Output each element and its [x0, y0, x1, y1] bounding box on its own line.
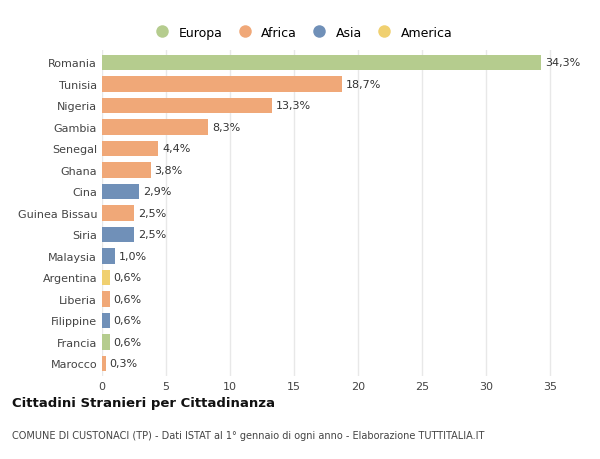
Bar — [102, 120, 208, 135]
Text: 1,0%: 1,0% — [119, 252, 147, 261]
Text: 4,4%: 4,4% — [162, 144, 191, 154]
Bar — [102, 141, 158, 157]
Text: 8,3%: 8,3% — [212, 123, 241, 133]
Text: 2,5%: 2,5% — [138, 208, 166, 218]
Text: 13,3%: 13,3% — [276, 101, 311, 111]
Text: 0,6%: 0,6% — [113, 337, 142, 347]
Text: 2,5%: 2,5% — [138, 230, 166, 240]
Bar — [102, 184, 139, 200]
Text: 0,3%: 0,3% — [110, 358, 138, 369]
Text: 3,8%: 3,8% — [155, 166, 183, 175]
Text: Cittadini Stranieri per Cittadinanza: Cittadini Stranieri per Cittadinanza — [12, 396, 275, 409]
Bar — [102, 270, 110, 285]
Bar — [102, 249, 115, 264]
Text: 0,6%: 0,6% — [113, 294, 142, 304]
Bar — [102, 163, 151, 178]
Legend: Europa, Africa, Asia, America: Europa, Africa, Asia, America — [147, 24, 455, 42]
Text: COMUNE DI CUSTONACI (TP) - Dati ISTAT al 1° gennaio di ogni anno - Elaborazione : COMUNE DI CUSTONACI (TP) - Dati ISTAT al… — [12, 431, 484, 440]
Bar — [102, 227, 134, 243]
Text: 0,6%: 0,6% — [113, 273, 142, 283]
Bar — [102, 313, 110, 328]
Bar — [102, 334, 110, 350]
Bar — [102, 356, 106, 371]
Bar — [102, 206, 134, 221]
Bar — [102, 77, 341, 93]
Bar — [102, 56, 541, 71]
Text: 34,3%: 34,3% — [545, 58, 581, 68]
Text: 0,6%: 0,6% — [113, 316, 142, 325]
Text: 18,7%: 18,7% — [346, 80, 381, 90]
Text: 2,9%: 2,9% — [143, 187, 172, 197]
Bar — [102, 99, 272, 114]
Bar — [102, 291, 110, 307]
